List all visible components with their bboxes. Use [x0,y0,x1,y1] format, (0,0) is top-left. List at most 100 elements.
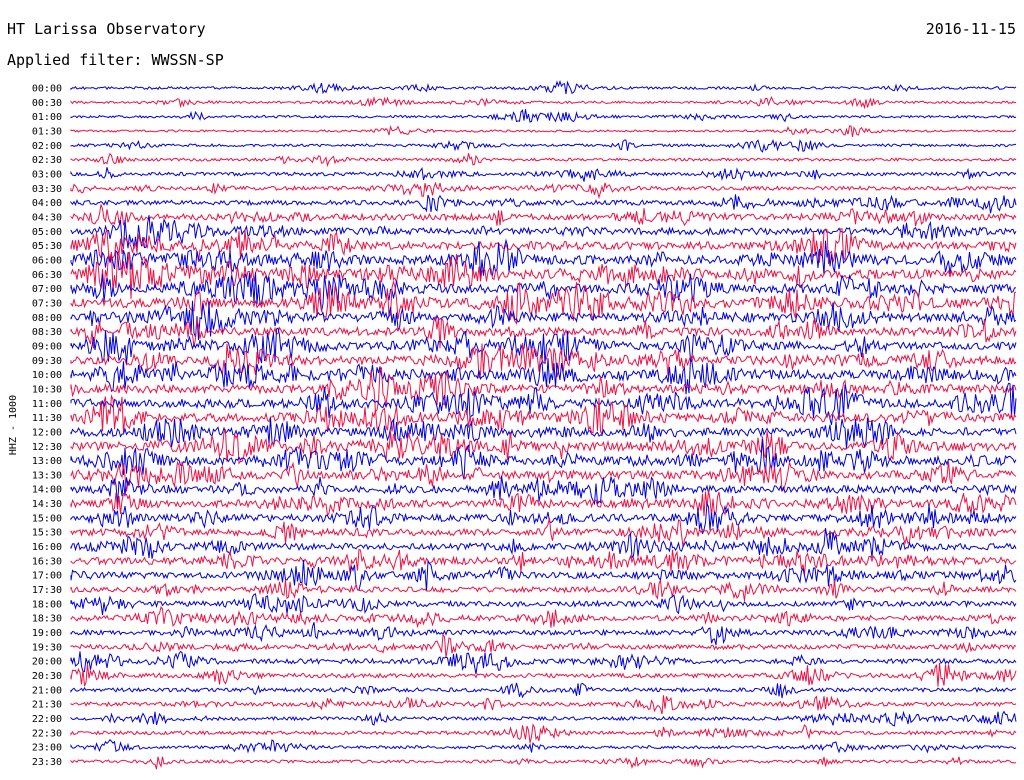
time-tick-label: 04:00 [32,198,62,209]
trace-line-1830 [70,605,1017,629]
trace-line-0900 [70,327,1017,365]
trace-line-1700 [70,559,1017,592]
time-tick-label: 06:30 [32,270,62,281]
time-tick-label: 02:30 [32,155,62,166]
time-tick-label: 04:30 [32,213,62,224]
time-tick-label: 12:00 [32,427,62,438]
trace-line-0700 [70,272,1017,312]
trace-line-0200 [70,139,1017,153]
trace-line-1130 [70,394,1017,437]
trace-line-0330 [70,181,1017,200]
time-tick-label: 10:30 [32,384,62,395]
time-tick-label: 23:00 [32,743,62,754]
trace-line-1930 [70,633,1017,658]
time-tick-label: 11:30 [32,413,62,424]
observatory-title: HT Larissa Observatory [7,20,206,38]
trace-line-2230 [70,723,1017,743]
time-tick-label: 03:30 [32,184,62,195]
trace-line-1500 [70,501,1017,535]
trace-line-0730 [70,279,1017,326]
time-tick-label: 22:00 [32,714,62,725]
y-axis-label: HHZ - 1000 [8,395,19,455]
trace-line-1030 [70,366,1017,413]
trace-line-1730 [70,579,1017,602]
time-tick-label: 07:00 [32,284,62,295]
time-tick-label: 18:00 [32,599,62,610]
time-tick-label: 11:00 [32,399,62,410]
trace-line-0000 [70,79,1017,95]
time-tick-label: 03:00 [32,170,62,181]
trace-line-2000 [70,650,1017,675]
time-tick-label: 21:30 [32,700,62,711]
time-tick-label: 06:00 [32,256,62,267]
trace-line-1430 [70,490,1017,517]
trace-line-2100 [70,682,1017,699]
time-tick-label: 05:30 [32,241,62,252]
time-tick-label: 01:30 [32,127,62,138]
trace-line-0030 [70,95,1017,110]
trace-line-1000 [70,358,1017,395]
time-tick-label: 21:00 [32,685,62,696]
trace-line-1330 [70,460,1017,492]
time-tick-label: 02:00 [32,141,62,152]
trace-line-0100 [70,109,1017,123]
trace-line-2330 [70,756,1017,770]
trace-line-0830 [70,316,1017,349]
time-tick-label: 12:30 [32,442,62,453]
time-tick-label: 14:30 [32,499,62,510]
trace-line-0800 [70,300,1017,341]
time-tick-label: 13:00 [32,456,62,467]
trace-line-1630 [70,548,1017,575]
time-tick-label: 08:30 [32,327,62,338]
trace-line-1900 [70,622,1017,646]
time-tick-label: 05:00 [32,227,62,238]
time-tick-label: 19:00 [32,628,62,639]
trace-line-1530 [70,517,1017,547]
trace-line-1100 [70,382,1017,425]
time-tick-label: 00:00 [32,84,62,95]
time-tick-label: 18:30 [32,614,62,625]
seismic-traces [70,79,1017,770]
trace-line-0500 [70,215,1017,249]
trace-line-0630 [70,251,1017,299]
time-tick-label: 17:30 [32,585,62,596]
trace-line-0430 [70,204,1017,227]
time-tick-label: 20:30 [32,671,62,682]
trace-line-1400 [70,475,1017,506]
trace-line-2130 [70,695,1017,715]
trace-line-2200 [70,710,1017,727]
trace-line-1800 [70,593,1017,616]
time-tick-label: 09:30 [32,356,62,367]
time-tick-label: 08:00 [32,313,62,324]
trace-line-2300 [70,738,1017,754]
record-date: 2016-11-15 [925,20,1016,38]
trace-line-1600 [70,528,1017,559]
time-tick-label: 00:30 [32,98,62,109]
time-tick-label: 16:00 [32,542,62,553]
time-tick-label: 15:00 [32,513,62,524]
trace-line-1200 [70,417,1017,450]
trace-line-0530 [70,228,1017,264]
time-tick-label: 09:00 [32,341,62,352]
time-tick-label: 15:30 [32,528,62,539]
trace-line-0300 [70,166,1017,182]
time-tick-label: 14:00 [32,485,62,496]
trace-line-2030 [70,662,1017,687]
time-tick-label: 23:30 [32,757,62,768]
trace-line-0930 [70,342,1017,379]
time-tick-label: 01:00 [32,112,62,123]
time-tick-label: 13:30 [32,470,62,481]
time-tick-label: 19:30 [32,642,62,653]
time-tick-label: 10:00 [32,370,62,381]
time-tick-label: 22:30 [32,728,62,739]
time-tick-label: 16:30 [32,556,62,567]
time-tick-label: 17:00 [32,571,62,582]
trace-line-1300 [70,438,1017,480]
trace-line-0230 [70,152,1017,168]
time-tick-label: 20:00 [32,657,62,668]
time-tick-label: 07:30 [32,298,62,309]
filter-label: Applied filter: WWSSN-SP [7,51,224,69]
time-tick-labels: 00:00 00:30 01:00 01:30 02:00 02:30 03:00 03:30… [32,84,62,769]
trace-line-0130 [70,125,1017,137]
